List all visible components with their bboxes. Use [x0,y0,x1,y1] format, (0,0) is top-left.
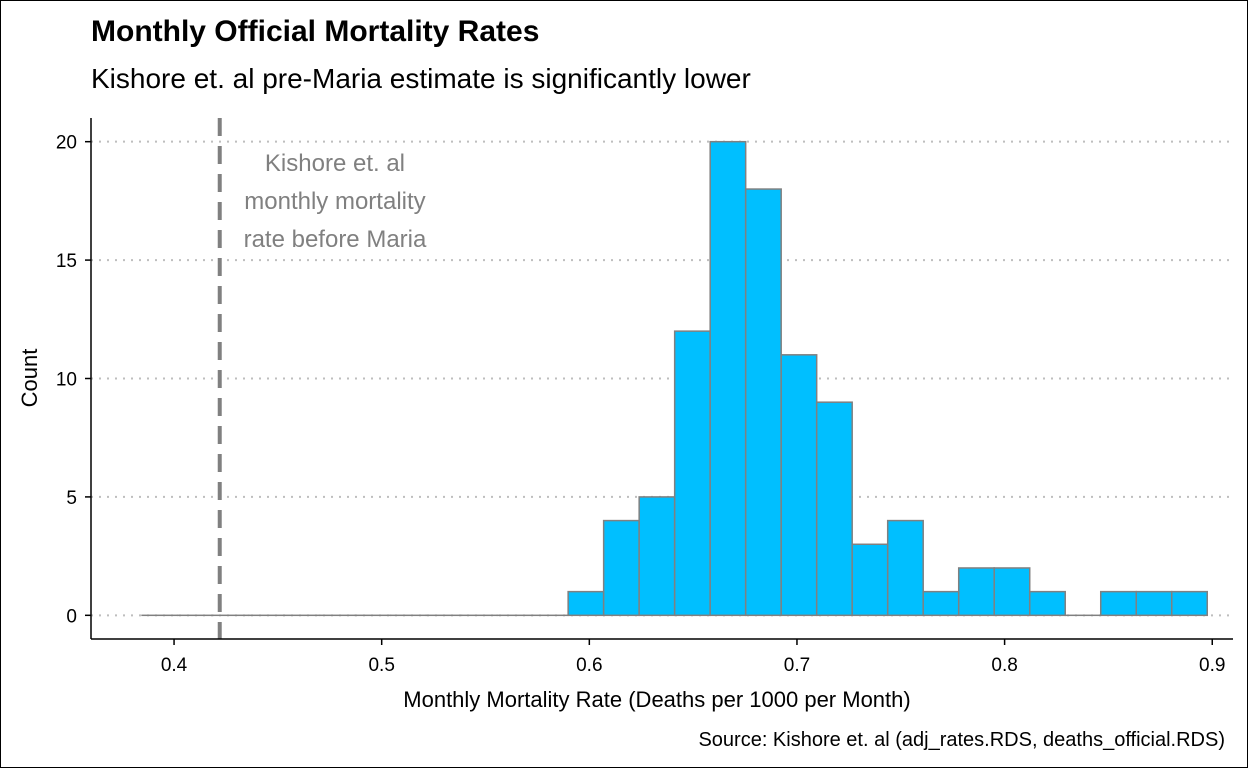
bars-layer [141,140,1209,617]
annotation-text: monthly mortality [244,188,425,215]
histogram-bar [1028,590,1066,617]
axis-layer: 0 5 10 15 20 0.4 0.5 0.6 0.7 0.8 0.9 [56,118,1233,676]
histogram-bar [744,188,782,617]
histogram-bar [815,401,853,617]
histogram-bar [638,496,676,617]
x-tick-label: 0.5 [368,655,394,676]
histogram-bar [957,567,995,617]
x-axis-label: Monthly Mortality Rate (Deaths per 1000 … [403,687,910,712]
histogram-bar [673,330,711,617]
chart-title: Monthly Official Mortality Rates [91,15,540,48]
histogram-bar [602,519,640,617]
histogram-bar [1099,590,1137,617]
histogram-bar [993,567,1031,617]
histogram-bar [922,590,960,617]
annotation-text: Kishore et. al [265,150,405,177]
source-caption: Source: Kishore et. al (adj_rates.RDS, d… [698,729,1225,751]
x-tick-label: 0.8 [991,655,1017,676]
histogram-bar [709,140,747,617]
y-tick-label: 5 [66,488,77,509]
histogram-bar [851,543,889,617]
histogram-bar [780,354,818,617]
annotation-text: rate before Maria [244,226,427,253]
histogram-bar [1135,590,1173,617]
chart-subtitle: Kishore et. al pre-Maria estimate is sig… [91,63,751,94]
histogram-bar [886,519,924,617]
histogram-bar [567,590,605,617]
y-tick-label: 10 [56,370,77,391]
x-tick-label: 0.7 [784,655,810,676]
y-tick-label: 0 [66,606,77,627]
y-axis-label: Count [17,349,42,408]
x-tick-label: 0.4 [161,655,188,676]
x-tick-label: 0.6 [576,655,602,676]
y-tick-label: 15 [56,251,77,272]
histogram-bar [1170,590,1209,617]
y-tick-label: 20 [56,133,77,154]
x-tick-label: 0.9 [1199,655,1225,676]
annotation-layer: Kishore et. al monthly mortality rate befo… [244,150,427,253]
